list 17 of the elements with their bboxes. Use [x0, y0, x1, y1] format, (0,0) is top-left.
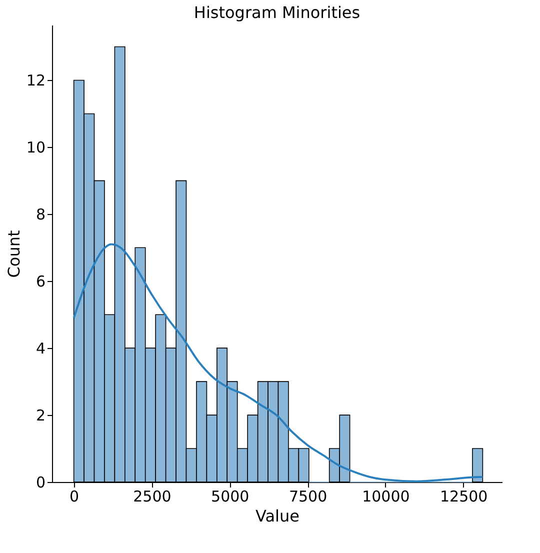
- y-tick-label: 0: [36, 474, 46, 492]
- y-axis-title: Count: [4, 230, 24, 278]
- x-tick-label: 2500: [133, 488, 172, 506]
- x-tick-label: 0: [70, 488, 80, 506]
- x-tick-label: 5000: [211, 488, 250, 506]
- y-tick-label: 2: [36, 406, 46, 425]
- x-tick-label: 10000: [362, 488, 410, 506]
- line-series: [72, 243, 484, 482]
- y-tick-label: 6: [36, 272, 46, 291]
- x-axis-title: Value: [256, 506, 300, 526]
- chart-title: Histogram Minorities: [194, 3, 360, 22]
- y-tick-label: 4: [36, 340, 46, 358]
- x-tick-label: 12500: [440, 488, 488, 506]
- y-tick-label: 12: [26, 72, 46, 90]
- x-tick-label: 7500: [288, 488, 328, 506]
- y-tick-label: 10: [26, 138, 46, 157]
- y-tick-label: 8: [36, 206, 46, 224]
